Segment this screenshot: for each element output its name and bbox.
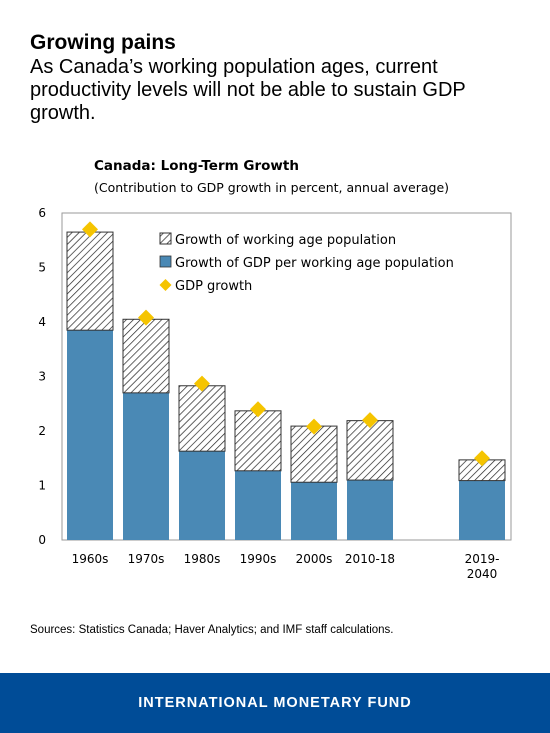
bar-working-age-pop [290, 425, 338, 483]
legend-swatch-working-age-pop [159, 232, 172, 245]
y-tick-label: 3 [38, 370, 46, 384]
bar-gdp-per-worker [179, 451, 225, 540]
bar-working-age-pop [122, 318, 170, 394]
legend-swatch-gdp-per-worker [159, 255, 172, 268]
y-tick-label: 4 [38, 315, 46, 329]
bar-working-age-pop [178, 385, 226, 452]
x-axis: 1960s 1970s 1980s 1990s 2000s 2010-18 2019-204… [72, 552, 500, 581]
chart: 0 1 2 3 4 5 6 1960s 1970s 1980s 1990s 2000s 2010-18… [38, 206, 512, 581]
bar-gdp-per-worker [123, 392, 169, 540]
gdp-growth-marker [362, 412, 378, 429]
legend: Growth of working age population Growth o… [159, 232, 454, 294]
y-tick-label: 0 [38, 533, 46, 547]
x-tick-label: 1970s [128, 552, 165, 566]
x-tick-label: 1960s [72, 552, 109, 566]
y-tick-label: 2 [38, 424, 46, 438]
bar-gdp-per-worker [459, 480, 505, 540]
sources-note: Sources: Statistics Canada; Haver Analyt… [30, 624, 394, 636]
gdp-growth-marker [306, 418, 322, 435]
gdp-growth-marker [474, 450, 490, 467]
x-tick-label: 1990s [240, 552, 277, 566]
x-tick-label: 2000s [296, 552, 333, 566]
x-tick-label: 2010-18 [345, 552, 395, 566]
y-tick-label: 1 [38, 479, 46, 493]
chart-title: Canada: Long-Term Growth [94, 158, 299, 174]
bar-working-age-pop [66, 231, 114, 331]
legend-label: GDP growth [175, 279, 252, 294]
y-tick-label: 5 [38, 261, 46, 275]
plot-frame [61, 212, 512, 541]
bars [66, 231, 506, 540]
legend-swatch-gdp-growth [159, 279, 172, 291]
x-tick-label: 2019-2040 [465, 552, 500, 581]
chart-subtitle: (Contribution to GDP growth in percent, … [94, 180, 450, 195]
gdp-markers [82, 221, 490, 467]
footer-banner: INTERNATIONAL MONETARY FUND [0, 673, 550, 733]
bar-gdp-per-worker [235, 470, 281, 540]
headline: Growing pains [30, 31, 176, 54]
bar-gdp-per-worker [291, 482, 337, 540]
bar-gdp-per-worker [67, 330, 113, 540]
footer-label: INTERNATIONAL MONETARY FUND [138, 695, 412, 711]
bar-gdp-per-worker [347, 480, 393, 540]
y-tick-label: 6 [38, 206, 46, 220]
x-tick-label: 1980s [184, 552, 221, 566]
gdp-growth-marker [194, 375, 210, 392]
y-axis: 0 1 2 3 4 5 6 [38, 206, 46, 547]
gdp-growth-marker [82, 221, 98, 238]
bar-working-age-pop [346, 420, 394, 481]
bar-working-age-pop [234, 410, 282, 472]
legend-label: Growth of GDP per working age population [175, 256, 454, 271]
gdp-growth-marker [138, 309, 154, 326]
legend-label: Growth of working age population [175, 233, 396, 248]
gdp-growth-marker [250, 401, 266, 418]
subhead: As Canada’s working population ages, cur… [30, 56, 466, 124]
